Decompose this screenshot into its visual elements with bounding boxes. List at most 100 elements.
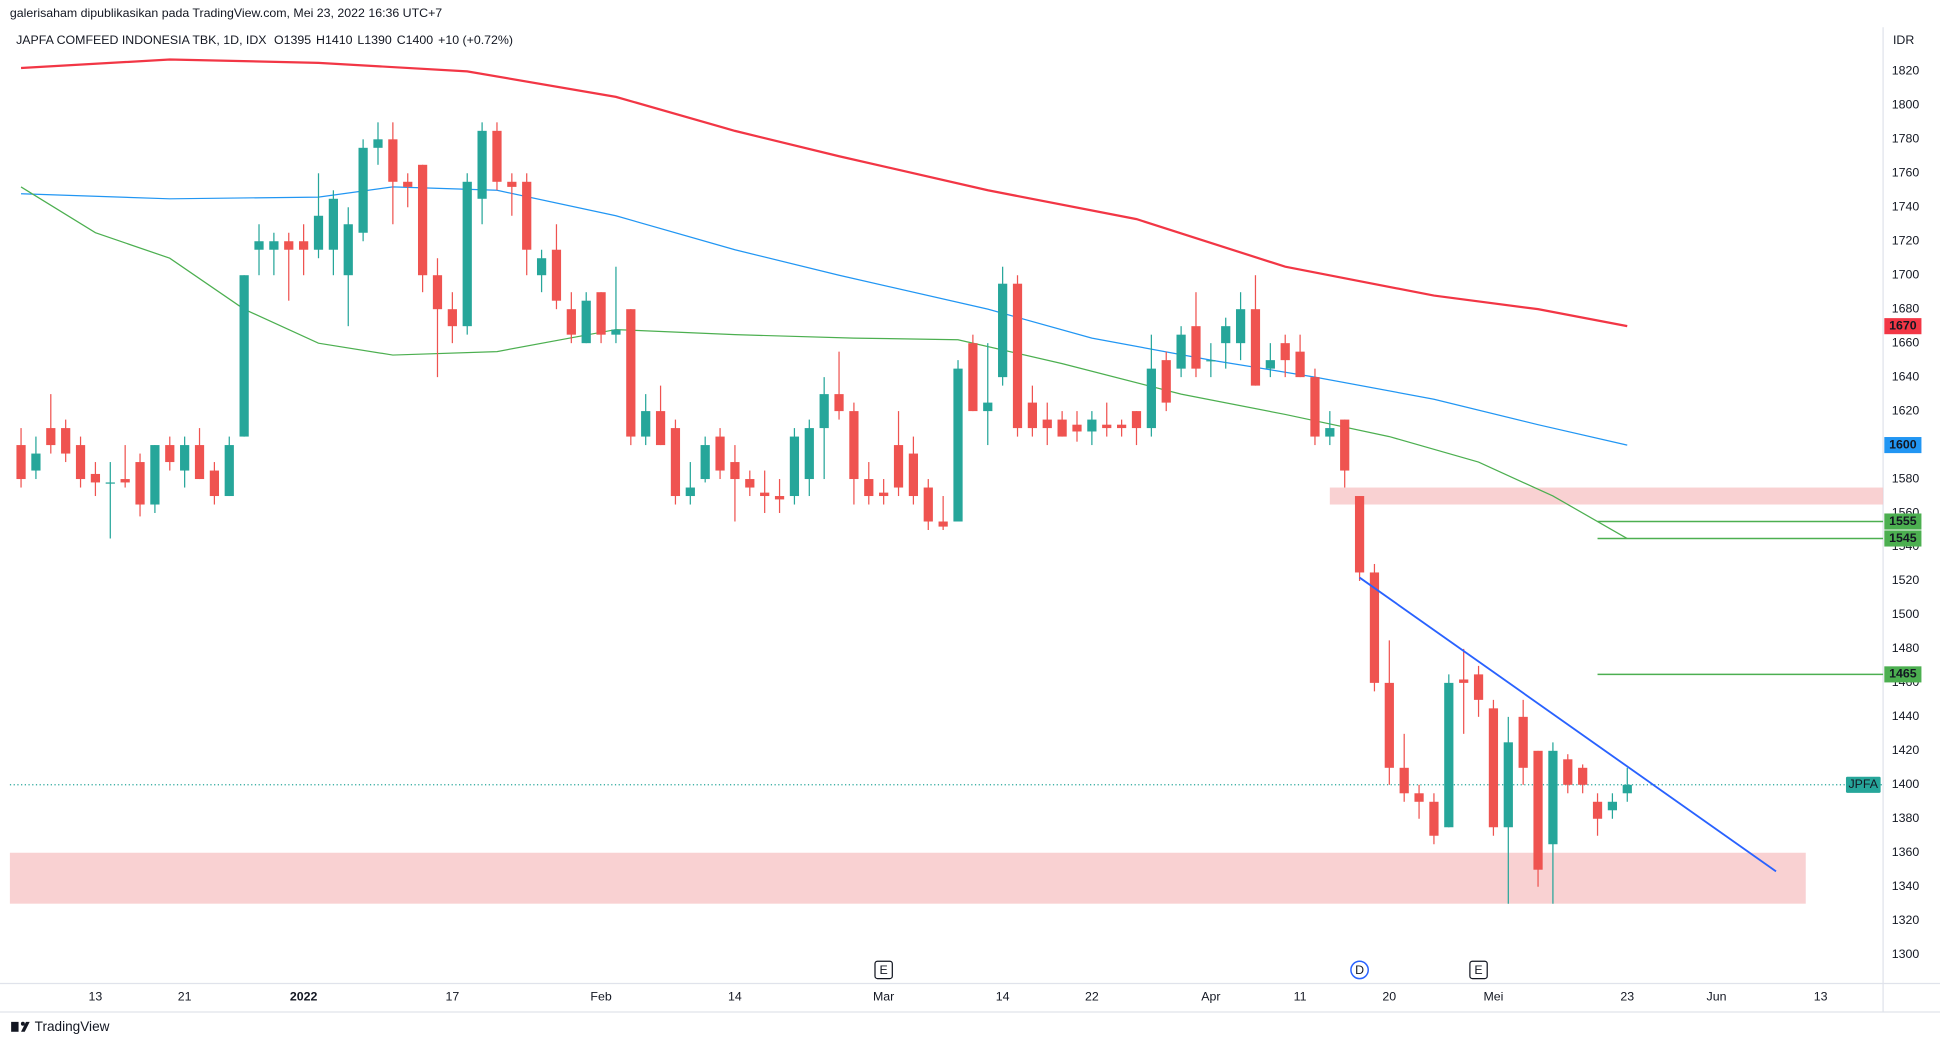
candle-body [1325, 428, 1335, 437]
candle-body [492, 130, 502, 182]
candle-body [194, 445, 205, 480]
brand-logo [11, 1021, 30, 1032]
candle-body [522, 181, 532, 250]
candle-body [75, 445, 86, 480]
y-tick-label: 1720 [1892, 234, 1920, 248]
x-tick-label: 2022 [290, 989, 318, 1003]
candle-body [849, 411, 859, 480]
candle-body [1607, 801, 1618, 811]
candle-body [685, 487, 695, 497]
zone [1329, 487, 1884, 505]
candle-body [1102, 424, 1112, 429]
candle-body [1444, 682, 1454, 828]
candle-body [1340, 419, 1350, 471]
candle-body [953, 368, 963, 522]
x-tick-label: Mar [873, 989, 894, 1003]
candle-body [1087, 419, 1097, 432]
chart-title: JAPFA COMFEED INDONESIA TBK, 1D, IDX [16, 33, 266, 47]
y-tick-label: 1580 [1892, 471, 1920, 485]
y-tick-label: 1380 [1892, 811, 1920, 825]
candle-body [1369, 572, 1380, 683]
candle-body [239, 275, 249, 437]
candle-body [1250, 309, 1261, 386]
x-tick-label: 13 [89, 989, 103, 1003]
candle-body [1221, 326, 1231, 344]
candle-body [626, 309, 636, 437]
candle-body [1459, 679, 1469, 683]
candle-body [551, 249, 562, 301]
ohlc-label: +10 (+0.72%) [438, 33, 513, 47]
symbol-tag-label: JPFA [1849, 777, 1879, 791]
price-tag [1884, 513, 1922, 530]
y-tick-label: 1300 [1892, 947, 1920, 961]
y-tick-label: 1820 [1892, 64, 1920, 78]
x-tick-label: 21 [178, 989, 192, 1003]
candle-body [1176, 334, 1186, 369]
brand-name: TradingView [35, 1019, 110, 1034]
candle-body [1399, 767, 1409, 794]
candle-body [417, 164, 428, 276]
candle-body [1503, 742, 1513, 828]
event-marker [1350, 960, 1369, 980]
x-tick-label: 23 [1620, 989, 1634, 1003]
candle-body [1206, 360, 1216, 362]
candle-body [938, 521, 948, 527]
candle-body [745, 479, 755, 488]
candle-body [1280, 343, 1290, 361]
price-tag-label: 1670 [1889, 318, 1917, 332]
event-marker [874, 960, 893, 980]
candle-body [507, 181, 517, 187]
candle-body [566, 309, 576, 335]
x-tick-label: Apr [1201, 989, 1220, 1003]
candle-body [596, 292, 606, 335]
candle-body [462, 181, 472, 327]
candle-body [581, 300, 591, 344]
candle-body [1473, 674, 1484, 700]
candle-body [1548, 750, 1558, 845]
candle-body [819, 394, 829, 429]
candle-body [655, 411, 666, 446]
candle-body [269, 241, 279, 250]
y-tick-label: 1480 [1892, 641, 1920, 655]
candle-body [150, 445, 160, 505]
y-tick-label: 1520 [1892, 573, 1920, 587]
candle-body [893, 445, 904, 488]
candle-body [1563, 759, 1573, 785]
x-tick-label: Jun [1707, 989, 1727, 1003]
candle-body [983, 402, 993, 412]
candle-body [879, 492, 889, 497]
x-tick-label: 20 [1382, 989, 1396, 1003]
candle-body [611, 329, 621, 335]
candle-body [388, 139, 398, 182]
candle-body [789, 436, 800, 497]
candle-body [16, 445, 26, 480]
candle-body [254, 241, 264, 250]
candle-body [1488, 708, 1499, 828]
candle-body [432, 275, 443, 310]
candle-body [1057, 419, 1067, 437]
candle-body [180, 445, 190, 471]
event-label: D [1355, 963, 1364, 977]
x-tick-label: 17 [445, 989, 459, 1003]
price-tag-label: 1545 [1889, 531, 1917, 545]
candle-body [670, 428, 681, 497]
candle-body [1622, 784, 1632, 794]
candle-body [1146, 368, 1156, 429]
y-tick-label: 1640 [1892, 369, 1920, 383]
moving-average [20, 58, 1628, 328]
candle-body [61, 428, 71, 454]
candle-body [834, 394, 844, 412]
price-tag-label: 1465 [1889, 667, 1917, 681]
candle-body [998, 283, 1008, 378]
candle-body [968, 343, 978, 412]
ohlc-label: H1410 [316, 33, 353, 47]
symbol-tag [1845, 776, 1881, 793]
candle-body [1131, 411, 1142, 429]
y-tick-label: 1780 [1892, 132, 1920, 146]
y-tick-label: 1500 [1892, 607, 1920, 621]
publish-header: galerisaham dipublikasikan pada TradingV… [10, 6, 442, 20]
candle-body [1012, 283, 1023, 429]
candle-body [447, 309, 457, 327]
x-tick-label: 14 [728, 989, 742, 1003]
